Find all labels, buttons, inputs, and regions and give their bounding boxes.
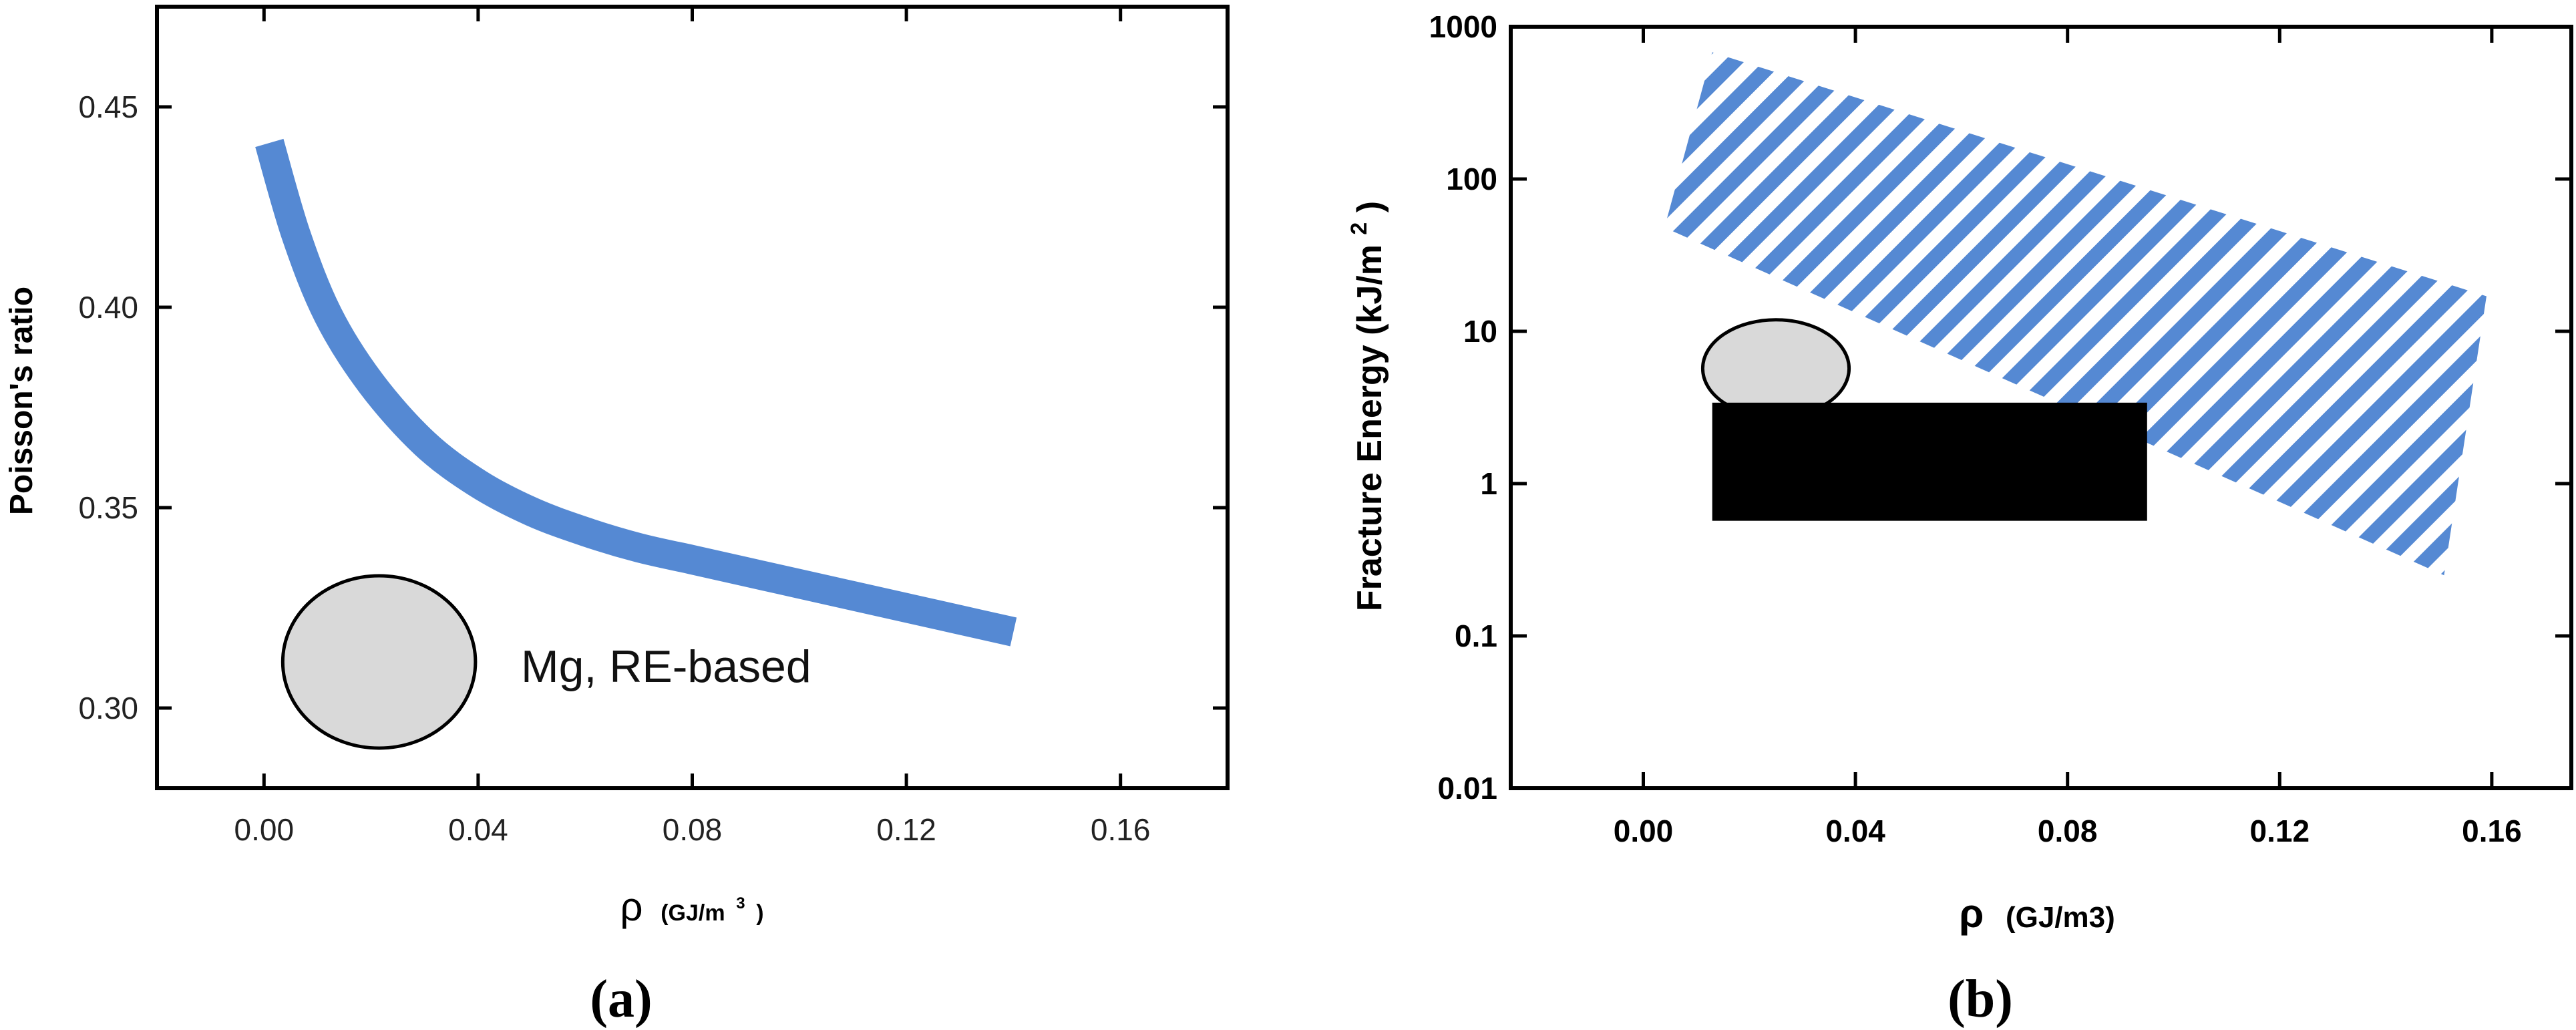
panel-a-x-tick-label: 0.00 [234, 812, 295, 847]
panel-b-label: (b) [1948, 970, 2013, 1029]
panel-b-y-tick-label: 0.01 [1437, 771, 1497, 806]
panel-b-chart: 0.01 0.1 1 10 100 1000 0.00 0.04 0.08 0.12 0.16 F… [1336, 9, 2573, 1029]
panel-b-y-axis-label-sup: 2 [1346, 222, 1372, 235]
panel-b-x-tick-label: 0.08 [2038, 814, 2098, 848]
panel-b-y-axis-label: Fracture Energy (kJ/m 2 ) [1336, 201, 1389, 611]
panel-b-y-ticks: 0.01 0.1 1 10 100 1000 [1429, 9, 2571, 806]
panel-a-annotation: Mg, RE-based [521, 641, 811, 692]
panel-a-x-axis-symbol: ρ [620, 884, 642, 929]
panel-a-y-tick-label: 0.30 [78, 691, 138, 725]
panel-b-x-tick-label: 0.12 [2250, 814, 2310, 848]
panel-a-x-tick-label: 0.12 [876, 812, 936, 847]
panel-b-x-axis-symbol: ρ [1959, 891, 1984, 936]
panel-b-y-tick-label: 10 [1463, 314, 1497, 349]
panel-a-y-axis-label: Poisson's ratio [4, 287, 39, 515]
panel-a-y-tick-label: 0.40 [78, 290, 138, 325]
panel-a-x-axis-unit: (GJ/m [661, 900, 725, 926]
panel-b-x-ticks: 0.00 0.04 0.08 0.12 0.16 [1614, 27, 2522, 848]
panel-b-y-tick-label: 1 [1480, 466, 1497, 501]
panel-a-y-tick-label: 0.45 [78, 90, 138, 124]
panel-a-x-ticks: 0.00 0.04 0.08 0.12 0.16 [234, 7, 1151, 847]
panel-a-series-line [255, 138, 1017, 647]
panel-b-x-axis-unit: (GJ/m3) [2006, 901, 2115, 934]
panel-b-x-tick-label: 0.04 [1825, 814, 1885, 848]
panel-a-label: (a) [590, 970, 652, 1029]
panel-a-ellipse [281, 574, 478, 750]
panel-b-black-rect [1712, 402, 2147, 521]
panel-b-x-tick-label: 0.16 [2462, 814, 2522, 848]
panel-a-x-axis-label: ρ (GJ/m 3 ) [620, 872, 763, 929]
panel-b-y-tick-label: 100 [1446, 162, 1497, 196]
panel-a-x-tick-label: 0.08 [663, 812, 723, 847]
panel-a-chart: 0.30 0.35 0.40 0.45 0.00 0.04 0.08 0.12 0.16 Mg… [4, 5, 1230, 1029]
panel-b-x-tick-label: 0.00 [1614, 814, 1674, 848]
panel-a-y-tick-label: 0.35 [78, 490, 138, 525]
panel-a-x-tick-label: 0.16 [1091, 812, 1151, 847]
panel-b-ellipse [1700, 318, 1851, 419]
panel-a-x-tick-label: 0.04 [448, 812, 508, 847]
panel-b-y-axis-label-close: ) [1350, 201, 1389, 212]
panel-a-x-axis-unit-sup: 3 [736, 894, 745, 912]
panel-b-hatched-band [1664, 52, 2487, 576]
panel-b-x-axis-label: ρ (GJ/m3) [1959, 891, 2115, 936]
panel-b-frame [1509, 25, 2573, 790]
panel-b-y-tick-label: 1000 [1429, 9, 1497, 44]
panel-a-y-ticks: 0.30 0.35 0.40 0.45 [78, 90, 1228, 725]
panel-b-y-tick-label: 0.1 [1455, 619, 1497, 653]
panel-b-y-axis-label-main: Fracture Energy (kJ/m [1350, 244, 1389, 611]
panel-a-x-axis-unit-close: ) [756, 900, 763, 926]
